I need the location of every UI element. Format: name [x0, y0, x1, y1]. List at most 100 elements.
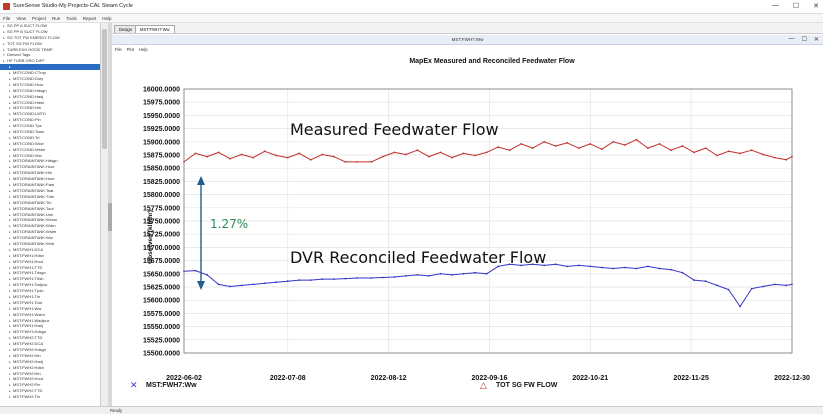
tree-item[interactable]: ▸ MST:FWH2:Tin — [0, 394, 107, 400]
feedwater-flow-chart[interactable]: MapEx Measured and Reconciled Feedwater … — [112, 53, 823, 406]
tree-item[interactable]: ▸ MST:FWH1:Tdsh — [0, 276, 107, 282]
expand-arrow-right-icon[interactable]: ▸ — [9, 206, 11, 211]
tree-scrollbar-thumb[interactable] — [102, 29, 107, 149]
tree-item[interactable]: ▸ MST:COND:CTmp — [0, 70, 107, 76]
expand-arrow-right-icon[interactable]: ▸ — [9, 165, 11, 170]
expand-arrow-right-icon[interactable]: ▸ — [9, 188, 11, 193]
menu-help[interactable]: Help — [102, 15, 112, 21]
tree-item[interactable]: ▸ MST:FWH1:Tout — [0, 300, 107, 306]
tree-item[interactable]: ▸ MST:FWH1:Tadjcur — [0, 282, 107, 288]
expand-arrow-right-icon[interactable]: ▸ — [9, 118, 11, 123]
tree-item[interactable]: ▸ MST:DRAINTANK:Hin — [0, 170, 107, 176]
expand-arrow-right-icon[interactable]: ▸ — [9, 135, 11, 140]
minimize-button[interactable]: — — [771, 2, 779, 9]
expand-arrow-right-icon[interactable]: ▸ — [9, 377, 11, 382]
tree-item[interactable]: ▸ MST:DRAINTANK:Uoh — [0, 212, 107, 218]
expand-arrow-right-icon[interactable]: ▸ — [9, 124, 11, 129]
expand-arrow-right-icon[interactable]: ▸ — [9, 336, 11, 341]
tree-item[interactable]: ▸ MST:FWH1:Hout — [0, 259, 107, 265]
expand-arrow-right-icon[interactable]: ▸ — [9, 383, 11, 388]
expand-arrow-right-icon[interactable]: ▸ — [9, 230, 11, 235]
expand-arrow-right-icon[interactable]: ▸ — [3, 59, 5, 64]
tree-item[interactable]: ▸ MST:COND:Wstm — [0, 147, 107, 153]
expand-arrow-right-icon[interactable]: ▸ — [9, 236, 11, 241]
expand-arrow-right-icon[interactable]: ▸ — [9, 371, 11, 376]
expand-arrow-right-icon[interactable]: ▸ — [9, 82, 11, 87]
plot-menu-help[interactable]: Help — [138, 46, 148, 52]
expand-arrow-right-icon[interactable]: ▸ — [9, 294, 11, 299]
tree-item[interactable]: ▸ MST:FWH1:Tin — [0, 294, 107, 300]
menu-tools[interactable]: Tools — [66, 15, 77, 21]
expand-arrow-right-icon[interactable]: ▸ — [9, 253, 11, 258]
tree-item[interactable]: ▸ MST:COND:Hdsh — [0, 100, 107, 106]
expand-arrow-right-icon[interactable]: ▸ — [9, 271, 11, 276]
tree-item[interactable]: ▸ MST:COND:Hin — [0, 105, 107, 111]
expand-arrow-right-icon[interactable]: ▸ — [3, 47, 5, 52]
tab-design[interactable]: Design — [114, 25, 138, 33]
tree-item[interactable]: ▸ MST:FWH1:Hadj — [0, 323, 107, 329]
expand-arrow-down-icon[interactable]: ▾ — [3, 53, 5, 58]
tree-item[interactable]: ▸ MST:DRAINTANK:Wxtr — [0, 241, 107, 247]
tree-item[interactable]: ▸ MST:FWH1:Hdsgn — [0, 329, 107, 335]
tree-item[interactable]: ▸ MST:DRAINTANK:Hcur — [0, 164, 107, 170]
expand-arrow-right-icon[interactable]: ▸ — [9, 171, 11, 176]
tree-item[interactable]: ▸ MST:FWH1:Wadjcur — [0, 318, 107, 324]
tree-item[interactable]: ▸ MST:FWH1:Hdsh — [0, 253, 107, 259]
expand-arrow-right-icon[interactable]: ▸ — [9, 306, 11, 311]
tree-item[interactable]: ▸ SG PP A SUCT FLOW — [0, 23, 107, 29]
expand-arrow-right-icon[interactable]: ▸ — [9, 218, 11, 223]
menu-project[interactable]: Project — [31, 15, 46, 21]
expand-arrow-right-icon[interactable]: ▸ — [9, 330, 11, 335]
tree-item[interactable]: ▸ MST:DRAINTANK:Tout — [0, 206, 107, 212]
tree-item[interactable]: ▸ MST:COND:Pin — [0, 117, 107, 123]
menu-report[interactable]: Report — [82, 15, 97, 21]
close-button[interactable]: ✕ — [813, 3, 819, 10]
expand-arrow-right-icon[interactable]: ▸ — [9, 183, 11, 188]
plot-menu-plot[interactable]: Plot — [126, 46, 134, 52]
expand-arrow-right-icon[interactable]: ▸ — [9, 300, 11, 305]
tree-item[interactable]: ▸ MST:FWH1:TTD — [0, 265, 107, 271]
tree-item[interactable]: ▸ HP TURB GRO DIFF — [0, 58, 107, 64]
expand-arrow-right-icon[interactable]: ▸ — [9, 283, 11, 288]
tree-item[interactable]: ▸ MST:FWH2:Pin — [0, 382, 107, 388]
tree-item[interactable]: ▸ MST:COND:Ww — [0, 153, 107, 159]
maximize-button[interactable]: ☐ — [792, 3, 800, 10]
plot-menu-file[interactable]: File — [115, 46, 122, 52]
expand-arrow-right-icon[interactable]: ▸ — [3, 29, 5, 34]
tree-item[interactable]: ▸ MST:FWH1:Tpsh — [0, 288, 107, 294]
expand-arrow-right-icon[interactable]: ▸ — [9, 106, 11, 111]
menu-view[interactable]: View — [16, 15, 26, 21]
expand-arrow-right-icon[interactable]: ▸ — [9, 265, 11, 270]
tree-item[interactable]: ▸ MST:DRAINTANK:Hout — [0, 176, 107, 182]
tree-item[interactable]: ▸ MST:COND:Tcsm — [0, 129, 107, 135]
expand-arrow-right-icon[interactable]: ▸ — [3, 41, 5, 46]
expand-arrow-right-icon[interactable]: ▸ — [9, 153, 11, 158]
tree-item[interactable]: ▸ MST:FWH2:Hout — [0, 376, 107, 382]
tree-item[interactable]: ▸ MST:FWH2:TTD — [0, 388, 107, 394]
expand-arrow-right-icon[interactable]: ▸ — [9, 395, 11, 400]
tree-item[interactable]: ▸ MST:FWH2:Hin — [0, 353, 107, 359]
expand-arrow-right-icon[interactable]: ▸ — [9, 100, 11, 105]
expand-arrow-right-icon[interactable]: ▸ — [9, 200, 11, 205]
plot-minimize-button[interactable]: — — [788, 36, 795, 42]
expand-arrow-right-icon[interactable]: ▸ — [9, 389, 11, 394]
expand-arrow-right-icon[interactable]: ▸ — [9, 347, 11, 352]
tree-item[interactable]: ▸ MST:DRAINTANK:Tsat — [0, 188, 107, 194]
panel-splitter[interactable] — [108, 23, 112, 406]
tree-item[interactable]: ▸ MST:FWH1:Tdsgn — [0, 270, 107, 276]
tree-item[interactable]: ▸ MST:FWH2:DCA — [0, 341, 107, 347]
expand-arrow-right-icon[interactable]: ▸ — [9, 94, 11, 99]
expand-arrow-right-icon[interactable]: ▸ — [9, 212, 11, 217]
tree-item[interactable]: ▸ MST:DRAINTANK:Wdrn — [0, 223, 107, 229]
menu-file[interactable]: File — [3, 15, 11, 21]
expand-arrow-right-icon[interactable]: ▸ — [9, 65, 11, 70]
tree-item[interactable]: ▸ MST:FWH2:Hdsh — [0, 365, 107, 371]
expand-arrow-right-icon[interactable]: ▸ — [9, 259, 11, 264]
tree-item[interactable]: ▸ SG TOT FW ENERGY FLOW — [0, 35, 107, 41]
tree-item[interactable]: ▸ MST:COND:LMTD — [0, 111, 107, 117]
expand-arrow-right-icon[interactable]: ▸ — [9, 318, 11, 323]
tree-item[interactable]: ▸ MST:DRAINTANK:Pam — [0, 182, 107, 188]
expand-arrow-right-icon[interactable]: ▸ — [9, 112, 11, 117]
tree-item[interactable]: ▸ TOT SG FW FLOW — [0, 41, 107, 47]
tree-item[interactable]: ▸ MST:COND:Tps — [0, 123, 107, 129]
